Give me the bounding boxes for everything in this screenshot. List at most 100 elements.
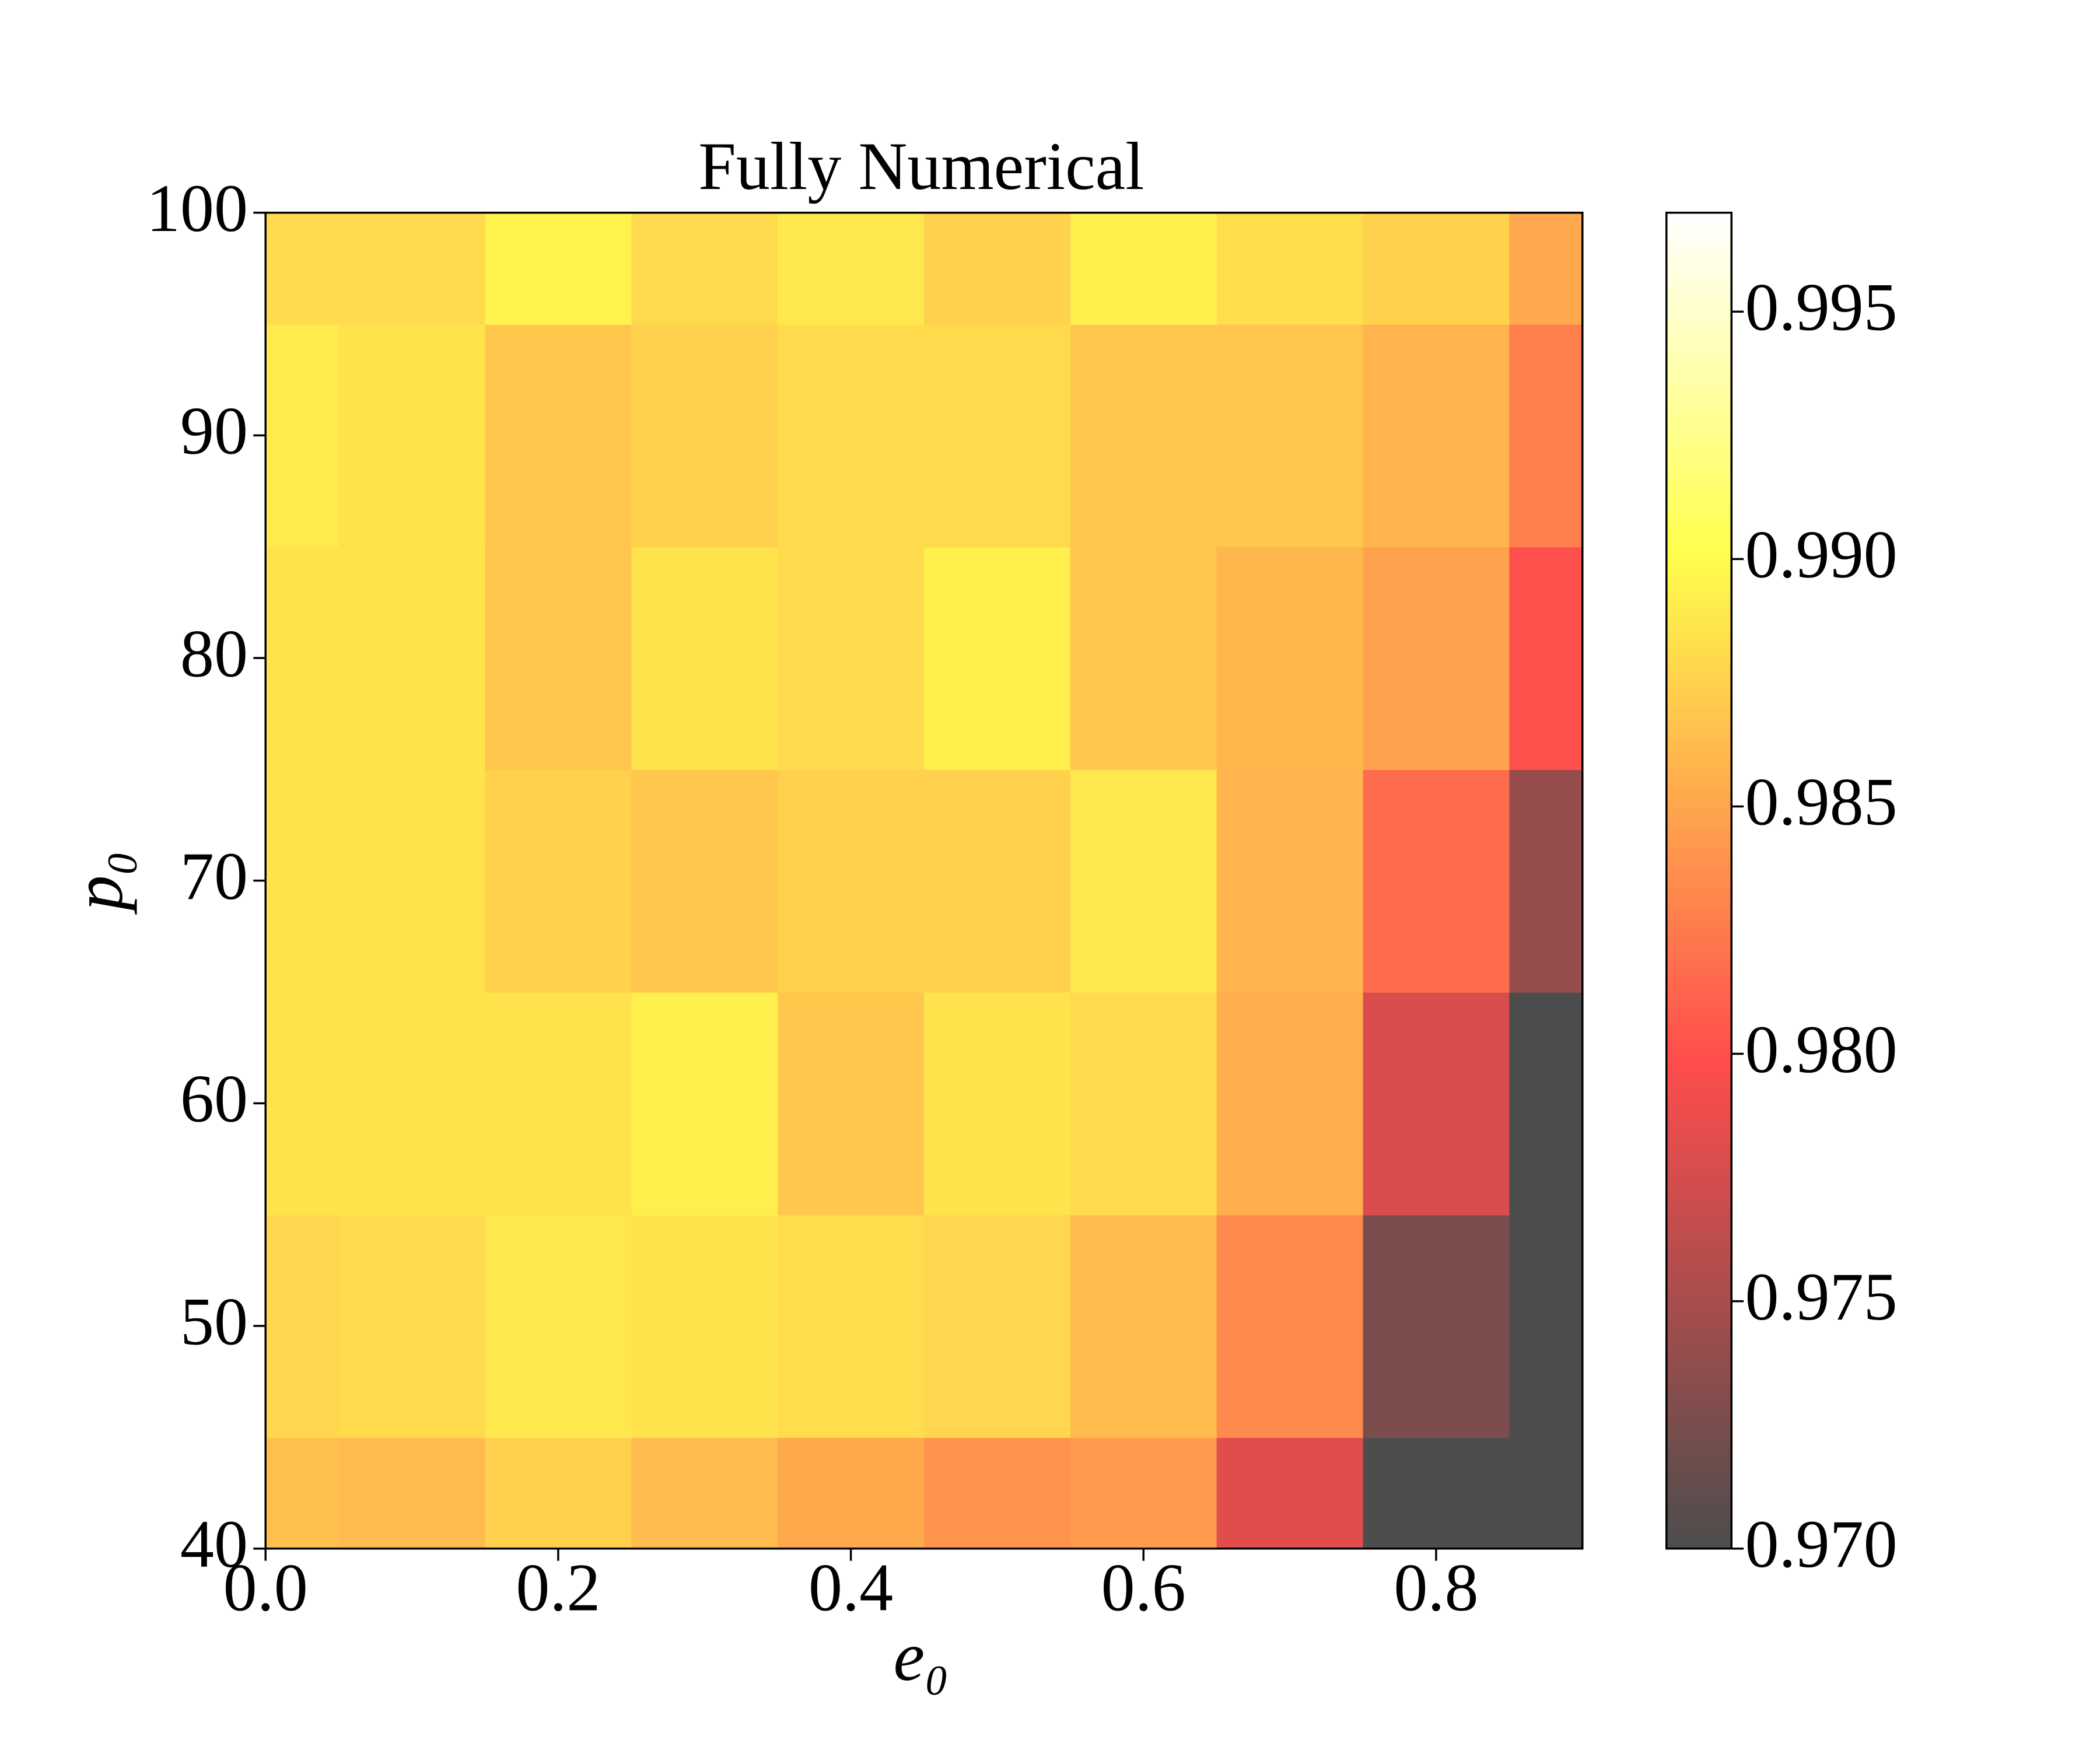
heatmap-cell [1363, 769, 1510, 993]
colorbar-step [1666, 286, 1732, 294]
colorbar-tick-label: 0.970 [1745, 1507, 1897, 1582]
heatmap-cell [1070, 1437, 1217, 1549]
colorbar-step [1666, 814, 1732, 821]
colorbar-step [1666, 907, 1732, 915]
heatmap-cell [1216, 992, 1364, 1216]
colorbar-step [1666, 1301, 1732, 1309]
heatmap-cell [1363, 547, 1510, 770]
heatmap-cell [924, 769, 1071, 993]
colorbar-step [1666, 1495, 1732, 1503]
colorbar-step [1666, 1034, 1732, 1042]
colorbar-step [1666, 1174, 1732, 1182]
colorbar-step [1666, 1254, 1732, 1262]
heatmap-cell [338, 992, 486, 1216]
y-tick-label: 60 [180, 1062, 248, 1137]
x-tick-label: 0.6 [1101, 1550, 1186, 1625]
x-axis-label: e₀ [894, 1618, 950, 1696]
colorbar-step [1666, 1508, 1732, 1516]
colorbar-step [1666, 607, 1732, 614]
colorbar-step [1666, 366, 1732, 374]
y-tick-label: 40 [180, 1507, 248, 1582]
colorbar-step [1666, 1275, 1732, 1282]
heatmap-cell [1363, 1437, 1510, 1549]
colorbar-step [1666, 500, 1732, 508]
colorbar-step [1666, 1208, 1732, 1216]
colorbar-step [1666, 780, 1732, 788]
colorbar-step [1666, 947, 1732, 955]
heatmap-cell [265, 547, 340, 770]
heatmap-cell [631, 769, 779, 993]
colorbar-step [1666, 1488, 1732, 1496]
heatmap-cell [924, 547, 1071, 770]
colorbar-step [1666, 1128, 1732, 1135]
heatmap-cell [924, 1437, 1071, 1549]
heatmap-cell [1363, 1214, 1510, 1438]
colorbar-step [1666, 613, 1732, 621]
heatmap-cell [924, 1214, 1071, 1438]
colorbar-step [1666, 1214, 1732, 1222]
colorbar-step [1666, 660, 1732, 668]
colorbar-step [1666, 487, 1732, 494]
colorbar-step [1666, 1388, 1732, 1396]
colorbar-step [1666, 1168, 1732, 1175]
colorbar-step [1666, 1060, 1732, 1069]
x-tick-label: 0.8 [1394, 1550, 1478, 1625]
colorbar-step [1666, 774, 1732, 782]
colorbar-step [1666, 1087, 1732, 1096]
colorbar-step [1666, 634, 1732, 641]
colorbar-step [1666, 760, 1732, 768]
colorbar-step [1666, 834, 1732, 842]
colorbar-step [1666, 667, 1732, 674]
colorbar-step [1666, 1054, 1732, 1062]
colorbar-step [1666, 246, 1732, 254]
heatmap-cell [1070, 992, 1217, 1216]
heatmap-cell [338, 769, 486, 993]
heatmap-cell [265, 1437, 340, 1549]
colorbar-step [1666, 626, 1732, 635]
colorbar-step [1666, 547, 1732, 554]
colorbar-step [1666, 727, 1732, 734]
colorbar-step [1666, 733, 1732, 741]
colorbar-step [1666, 466, 1732, 474]
colorbar-step [1666, 646, 1732, 654]
colorbar-step [1666, 219, 1732, 227]
colorbar-step [1666, 419, 1732, 428]
colorbar-step [1666, 1461, 1732, 1469]
colorbar-step [1666, 259, 1732, 267]
colorbar-step [1666, 386, 1732, 394]
heatmap-cell [1216, 212, 1364, 325]
colorbar-step [1666, 1335, 1732, 1342]
heatmap-cell [1509, 547, 1583, 770]
heatmap-cell [1509, 769, 1583, 993]
colorbar-tick-label: 0.980 [1745, 1013, 1897, 1087]
colorbar-step [1666, 1261, 1732, 1269]
colorbar-step [1666, 426, 1732, 434]
colorbar-step [1666, 1007, 1732, 1015]
colorbar-step [1666, 1154, 1732, 1162]
colorbar-step [1666, 720, 1732, 728]
heatmap-cell [265, 324, 340, 548]
colorbar-step [1666, 340, 1732, 347]
heatmap-cell [485, 212, 632, 325]
colorbar-step [1666, 1000, 1732, 1009]
colorbar-step [1666, 1362, 1732, 1369]
heatmap-cell [924, 324, 1071, 548]
heatmap-cell [1363, 212, 1510, 325]
colorbar-step [1666, 1482, 1732, 1489]
colorbar-step [1666, 747, 1732, 755]
heatmap-cell [778, 212, 925, 325]
heatmap-cell [631, 1214, 779, 1438]
colorbar-step [1666, 767, 1732, 775]
heatmap-cell [1216, 547, 1364, 770]
colorbar-step [1666, 446, 1732, 454]
heatmap-cell [1363, 992, 1510, 1216]
heatmap-cell [631, 547, 779, 770]
colorbar [1666, 212, 1732, 1549]
heatmap-cell [265, 769, 340, 993]
colorbar-step [1666, 1101, 1732, 1109]
colorbar-step [1666, 987, 1732, 995]
colorbar-step [1666, 573, 1732, 581]
colorbar-step [1666, 706, 1732, 715]
colorbar-step [1666, 1047, 1732, 1055]
